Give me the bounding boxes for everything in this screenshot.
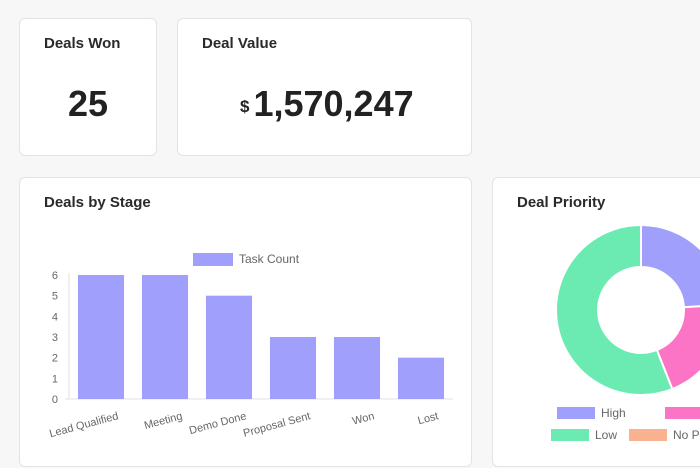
legend-swatch-no-priority xyxy=(629,429,667,441)
y-tick-label: 1 xyxy=(52,373,58,385)
legend-label-no-priority: No P xyxy=(673,428,700,442)
y-tick-label: 5 xyxy=(52,291,58,303)
x-tick-label: Won xyxy=(351,410,376,427)
bar-meeting xyxy=(141,275,189,399)
deal-value-number: 1,570,247 xyxy=(253,83,414,124)
legend-label-high: High xyxy=(601,406,626,420)
y-tick-label: 0 xyxy=(52,394,58,406)
deals-won-value: 25 xyxy=(67,83,109,124)
deals-by-stage-chart: Task Count 0 1 2 3 4 5 6 Lead Qualified Meeting De… xyxy=(48,252,453,440)
deal-priority-card: Deal Priority HighMedLowNo P xyxy=(492,177,700,467)
legend-swatch-low xyxy=(551,429,589,441)
slice-low xyxy=(555,223,674,396)
deals-won-card: Deals Won 25 xyxy=(19,18,157,156)
deal-value-title: Deal Value xyxy=(202,35,278,52)
deals-by-stage-title: Deals by Stage xyxy=(44,194,151,211)
deal-value-currency: $ xyxy=(240,97,250,116)
legend-swatch-high xyxy=(557,407,595,419)
x-tick-label: Lead Qualified xyxy=(48,410,120,440)
legend-swatch-medium xyxy=(665,407,700,419)
deal-priority-title: Deal Priority xyxy=(517,194,606,211)
deal-priority-chart: HighMedLowNo P xyxy=(551,223,700,442)
deal-value-card: Deal Value $1,570,247 xyxy=(177,18,472,156)
y-tick-label: 3 xyxy=(52,332,58,344)
legend-label-task-count: Task Count xyxy=(239,252,300,266)
x-tick-label: Lost xyxy=(417,410,440,427)
x-tick-label: Meeting xyxy=(143,410,184,432)
legend-swatch-task-count xyxy=(193,253,233,266)
bar-lead-qualified xyxy=(77,275,125,399)
bar-legend: Task Count xyxy=(193,252,300,266)
slice-high xyxy=(640,223,700,309)
x-tick-label: Demo Done xyxy=(188,410,248,437)
deals-won-title: Deals Won xyxy=(44,35,121,52)
bar-proposal-sent xyxy=(269,337,317,399)
y-tick-label: 6 xyxy=(52,270,58,282)
bar-demo-done xyxy=(205,295,253,399)
y-tick-label: 2 xyxy=(52,353,58,365)
bar-won xyxy=(333,337,381,399)
deals-by-stage-card: Deals by Stage Task Count 0 1 2 3 4 5 6 Lead Qua… xyxy=(19,177,472,467)
x-tick-label: Proposal Sent xyxy=(242,410,312,439)
deal-value-amount: $1,570,247 xyxy=(240,83,414,125)
y-tick-label: 4 xyxy=(52,311,58,323)
legend-label-low: Low xyxy=(595,428,617,442)
bar-lost xyxy=(397,357,445,399)
priority-legend: HighMedLowNo P xyxy=(551,406,700,442)
